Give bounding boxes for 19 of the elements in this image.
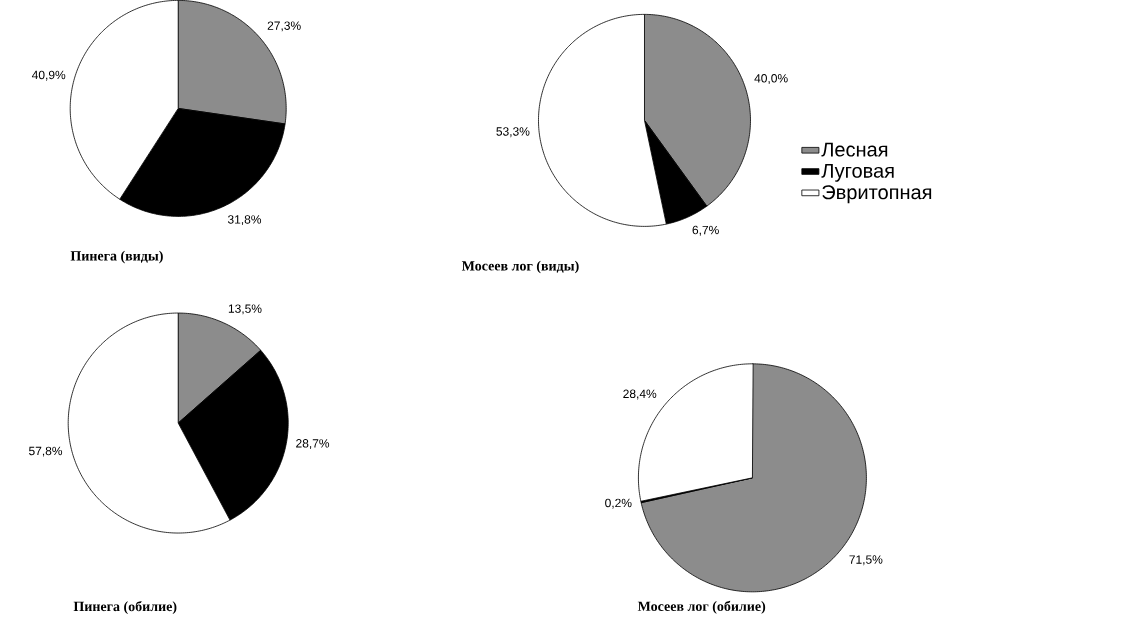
data-label: 28,4% [623,389,657,400]
legend-label: Луговая [821,163,894,182]
text: Пинега (виды) [70,250,163,264]
data-label: 71,5% [849,555,883,566]
data-label: 31,8% [227,215,262,226]
data-label: 53,3% [496,127,530,138]
data-label: 28,7% [296,439,330,450]
data-label: 0,2% [605,498,632,509]
data-label: 40,0% [754,74,788,85]
text: Мосеев лог (виды) [461,260,579,274]
data-label: 6,7% [692,225,719,236]
legend-label: Эвритопная [822,185,932,204]
legend-label: Лесная [821,142,888,157]
data-label: 57,8% [28,446,63,457]
text: Мосеев лог (обилие) [637,600,766,614]
data-label: 13,5% [228,304,262,315]
data-label: 40,9% [31,70,66,81]
text: Пинега (обилие) [73,601,177,615]
data-label: 27,3% [267,21,301,32]
